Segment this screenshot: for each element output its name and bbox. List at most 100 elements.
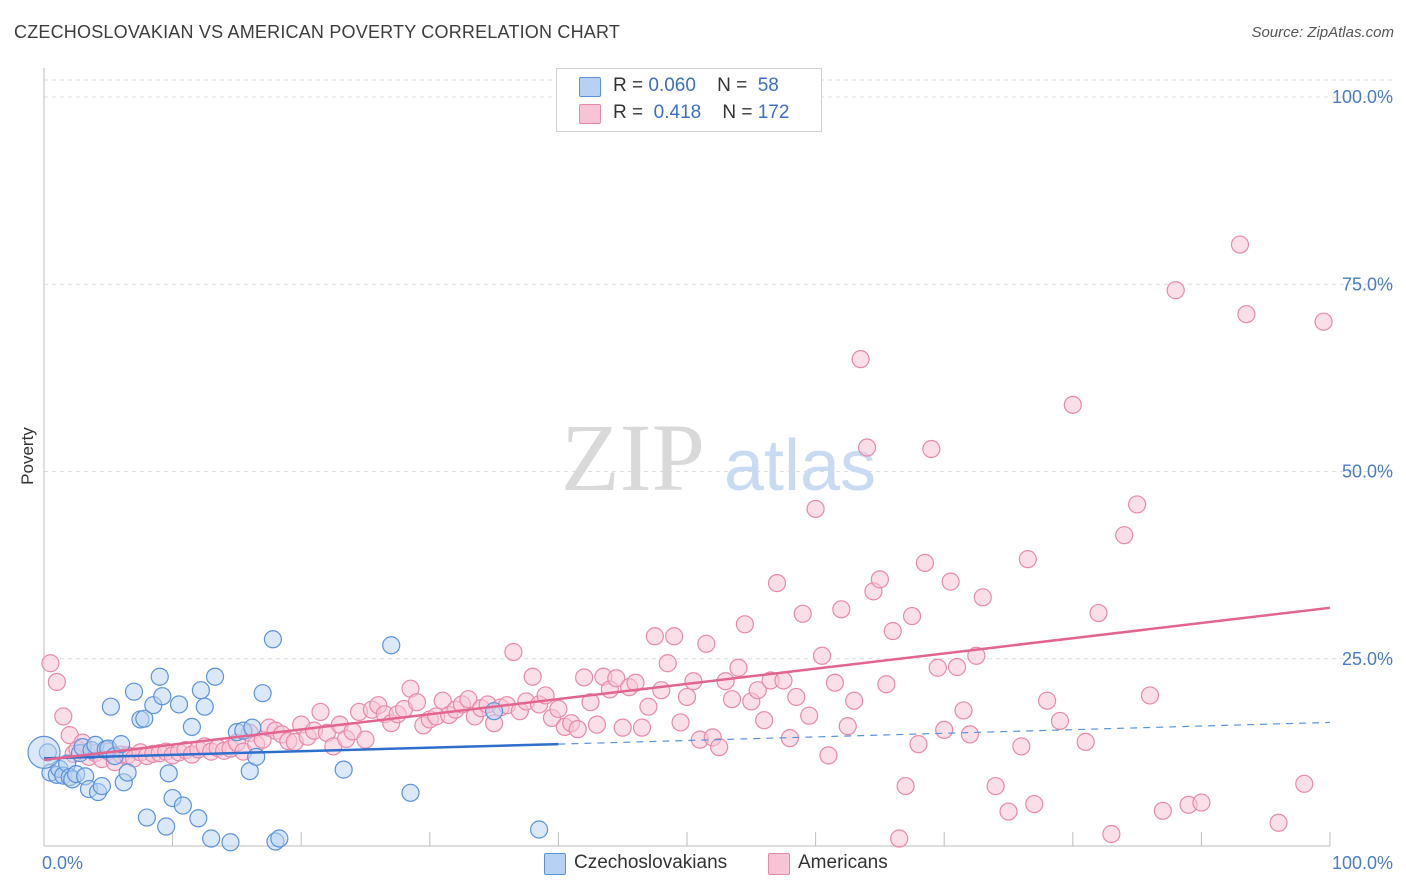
american-point bbox=[922, 439, 941, 459]
american-point bbox=[645, 627, 664, 646]
american-point bbox=[1314, 312, 1333, 331]
american-point bbox=[1063, 395, 1082, 414]
american-point bbox=[523, 667, 542, 686]
americans-trend-line bbox=[43, 606, 1331, 762]
czechoslovakian-point bbox=[182, 717, 201, 737]
czechoslovakian-point bbox=[401, 783, 420, 802]
y-tick-label: 50.0% bbox=[1342, 462, 1393, 482]
american-point bbox=[1140, 686, 1160, 705]
american-point bbox=[812, 646, 832, 665]
watermark: ZIP atlas bbox=[561, 404, 876, 511]
american-point bbox=[658, 654, 677, 673]
american-point bbox=[1076, 732, 1095, 751]
r-label: R = bbox=[613, 102, 644, 123]
american-point bbox=[845, 691, 864, 710]
czechoslovakian-point bbox=[101, 697, 120, 716]
american-point bbox=[767, 574, 787, 593]
source-credit: Source: ZipAtlas.com bbox=[1251, 24, 1394, 41]
american-point bbox=[909, 735, 928, 754]
american-point bbox=[800, 706, 819, 725]
american-point bbox=[575, 668, 594, 687]
y-axis-label: Poverty bbox=[18, 427, 37, 485]
american-point bbox=[549, 699, 568, 719]
american-point bbox=[986, 776, 1005, 796]
x-tick-label: 0.0% bbox=[42, 853, 83, 873]
americans-points bbox=[41, 235, 1333, 848]
czechoslovakian-point bbox=[205, 667, 225, 686]
american-point bbox=[1025, 794, 1044, 814]
american-point bbox=[832, 600, 851, 619]
czechoslovakian-point bbox=[173, 796, 192, 815]
american-point bbox=[890, 829, 909, 848]
american-point bbox=[504, 642, 523, 662]
r-label: R = bbox=[613, 75, 644, 96]
axes bbox=[43, 68, 1331, 847]
american-point bbox=[838, 717, 857, 736]
american-point bbox=[877, 675, 896, 694]
y-tick-label: 25.0% bbox=[1342, 649, 1393, 669]
american-point bbox=[607, 669, 626, 688]
american-point bbox=[407, 693, 427, 712]
american-point bbox=[1012, 737, 1031, 756]
american-point bbox=[999, 802, 1018, 821]
czechoslovakian-point bbox=[195, 697, 214, 716]
american-point bbox=[722, 690, 742, 709]
american-point bbox=[1153, 801, 1172, 820]
american-point bbox=[1166, 281, 1185, 300]
czechoslovakian-point bbox=[159, 764, 178, 783]
czechoslovakian-point bbox=[27, 735, 61, 769]
legend-label: Czechoslovakians bbox=[574, 852, 728, 873]
czechoslovakian-point bbox=[112, 735, 131, 754]
czechoslovakian-point bbox=[118, 763, 137, 782]
american-point bbox=[581, 693, 600, 712]
american-point bbox=[54, 707, 73, 726]
r-value: 0.060 bbox=[648, 75, 696, 96]
american-point bbox=[665, 627, 684, 646]
american-point bbox=[47, 672, 66, 692]
grid bbox=[44, 79, 1395, 660]
american-point bbox=[1050, 711, 1070, 731]
american-point bbox=[1089, 603, 1108, 623]
american-point bbox=[1037, 691, 1057, 710]
american-point bbox=[1102, 824, 1121, 844]
american-point bbox=[1295, 774, 1314, 793]
czechoslovakian-point bbox=[92, 776, 111, 796]
american-point bbox=[1192, 793, 1211, 812]
american-point bbox=[748, 681, 767, 700]
american-point bbox=[793, 604, 812, 623]
czechoslovakian-point bbox=[202, 829, 221, 848]
czechoslovakian-point bbox=[334, 760, 353, 779]
y-tick-label: 75.0% bbox=[1342, 274, 1393, 294]
american-point bbox=[967, 646, 986, 665]
czechoslovakian-point bbox=[270, 829, 289, 848]
american-point bbox=[851, 350, 870, 369]
czechoslovakian-point bbox=[247, 747, 266, 766]
czechoslovakians-trend-extension bbox=[558, 721, 1331, 745]
american-point bbox=[883, 621, 902, 641]
american-point bbox=[1115, 526, 1134, 545]
american-point bbox=[870, 570, 890, 589]
czechoslovakian-point bbox=[137, 808, 156, 827]
american-point bbox=[774, 671, 793, 690]
american-point bbox=[915, 553, 935, 572]
y-tick-label: 100.0% bbox=[1332, 87, 1393, 107]
czechoslovakian-point bbox=[169, 695, 189, 714]
watermark-atlas: atlas bbox=[724, 426, 876, 506]
blue-swatch bbox=[544, 853, 566, 875]
american-point bbox=[954, 701, 973, 720]
czechoslovakian-point bbox=[253, 684, 272, 703]
czechoslovakian-point bbox=[150, 667, 169, 686]
american-point bbox=[41, 654, 60, 673]
american-point bbox=[928, 658, 947, 677]
czechoslovakians-trend-line bbox=[43, 742, 559, 760]
czechoslovakian-point bbox=[221, 833, 240, 852]
czechoslovakian-point bbox=[191, 681, 210, 700]
american-point bbox=[613, 718, 632, 737]
watermark-zip: ZIP bbox=[561, 404, 705, 511]
american-point bbox=[960, 725, 980, 744]
trend-lines bbox=[43, 606, 1331, 762]
czechoslovakian-point bbox=[263, 630, 283, 649]
american-point bbox=[1018, 550, 1037, 569]
american-point bbox=[697, 634, 716, 653]
american-point bbox=[902, 606, 922, 626]
